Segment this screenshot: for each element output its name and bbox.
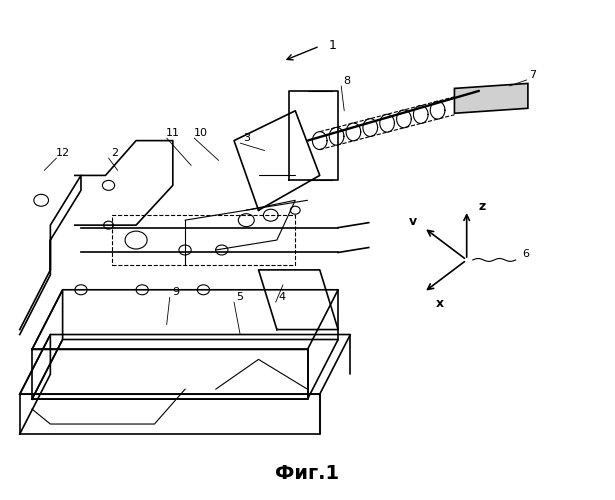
Text: 12: 12 — [55, 148, 69, 158]
Text: 10: 10 — [193, 128, 207, 138]
Text: 1: 1 — [329, 38, 337, 52]
Text: 4: 4 — [278, 292, 285, 302]
Text: 8: 8 — [344, 76, 351, 86]
Text: 3: 3 — [243, 133, 250, 143]
Text: x: x — [436, 297, 444, 310]
Text: 11: 11 — [166, 128, 180, 138]
Text: 5: 5 — [237, 292, 244, 302]
Text: v: v — [408, 215, 416, 228]
Text: 9: 9 — [172, 288, 180, 298]
Text: Фиг.1: Фиг.1 — [276, 464, 339, 483]
Text: 2: 2 — [111, 148, 118, 158]
Text: 6: 6 — [522, 250, 529, 260]
Text: z: z — [479, 200, 486, 213]
Polygon shape — [454, 84, 528, 114]
Text: 7: 7 — [530, 70, 536, 80]
